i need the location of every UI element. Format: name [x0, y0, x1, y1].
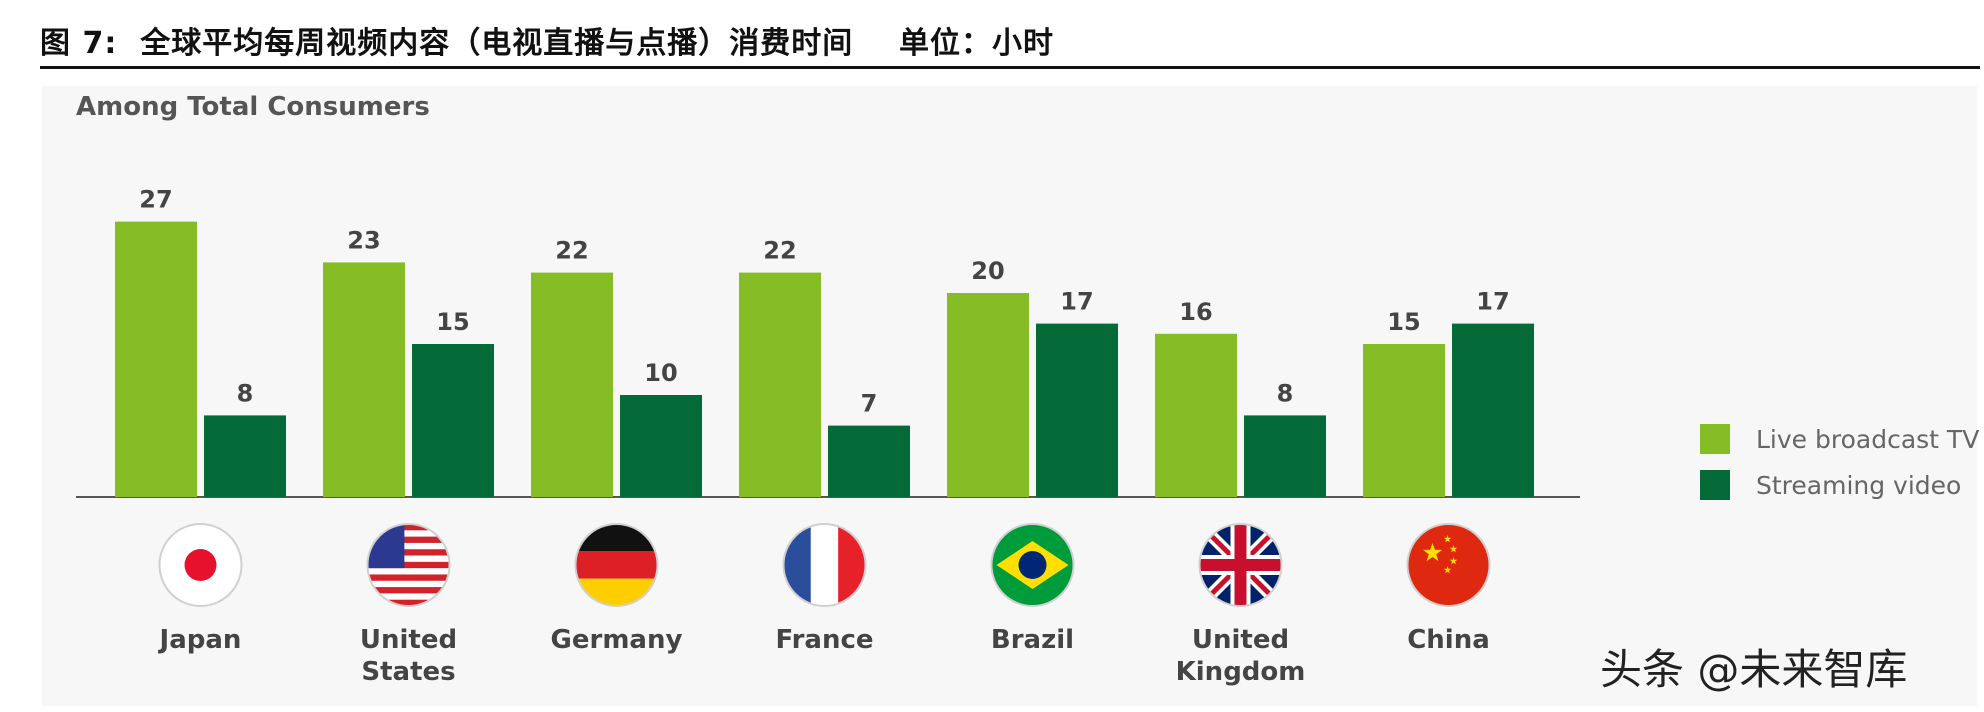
data-label-live-5: 16	[1179, 298, 1212, 326]
legend-label-streaming: Streaming video	[1756, 470, 1962, 500]
data-label-streaming-5: 8	[1277, 379, 1294, 407]
category-label-5: United Kingdom	[1176, 625, 1306, 687]
china-flag-icon	[1406, 523, 1491, 607]
data-label-streaming-6: 17	[1476, 288, 1509, 316]
data-label-live-6: 15	[1387, 308, 1420, 336]
category-label-0: Japan	[158, 625, 242, 655]
data-label-live-1: 23	[347, 226, 380, 254]
data-label-live-2: 22	[555, 237, 588, 265]
china-small-star-2	[1449, 545, 1458, 553]
brazil-flag-icon	[990, 523, 1075, 607]
data-label-streaming-4: 17	[1060, 288, 1093, 316]
bar-streaming-0	[204, 415, 286, 497]
category-label-1: United States	[360, 625, 457, 687]
bar-streaming-4	[1036, 323, 1118, 497]
usa-flag-icon	[366, 523, 451, 607]
bar-live-4	[947, 293, 1029, 497]
data-label-streaming-3: 7	[861, 390, 878, 418]
bar-streaming-1	[412, 344, 494, 497]
bar-streaming-6	[1452, 323, 1534, 497]
watermark: 头条 @未来智库	[1600, 645, 1908, 694]
data-label-live-4: 20	[971, 257, 1004, 285]
bar-live-5	[1155, 333, 1237, 497]
figure-title: 图 7: 全球平均每周视频内容（电视直播与点播）消费时间 单位：小时	[40, 26, 1054, 61]
data-label-streaming-0: 8	[237, 379, 254, 407]
legend-swatch-live	[1700, 424, 1730, 454]
china-small-star-3	[1449, 557, 1458, 565]
legend-label-live: Live broadcast TV	[1756, 424, 1980, 454]
data-label-live-3: 22	[763, 237, 796, 265]
chart-subtitle: Among Total Consumers	[76, 92, 430, 122]
france-flag-icon	[782, 523, 867, 607]
data-label-streaming-2: 10	[644, 359, 677, 387]
bar-streaming-2	[620, 395, 702, 497]
data-label-live-0: 27	[139, 186, 172, 214]
bar-streaming-3	[828, 425, 910, 497]
title-rule	[40, 66, 1980, 69]
data-label-streaming-1: 15	[436, 308, 469, 336]
legend-item-live: Live broadcast TV	[1700, 424, 1979, 454]
bar-live-1	[323, 262, 405, 497]
bar-live-2	[531, 272, 613, 497]
china-big-star	[1423, 543, 1442, 562]
legend-swatch-streaming	[1700, 470, 1730, 500]
germany-flag-icon	[574, 523, 659, 607]
category-label-2: Germany	[551, 625, 683, 655]
uk-flag-icon	[1198, 523, 1283, 607]
legend-item-streaming: Streaming video	[1700, 470, 1961, 500]
category-label-3: France	[775, 625, 873, 655]
japan-flag-icon	[158, 523, 243, 607]
category-label-4: Brazil	[991, 625, 1074, 655]
bar-live-3	[739, 272, 821, 497]
bar-live-6	[1363, 344, 1445, 497]
bar-streaming-5	[1244, 415, 1326, 497]
china-small-star-1	[1443, 535, 1452, 543]
china-small-star-4	[1443, 566, 1452, 574]
category-label-6: China	[1407, 625, 1490, 655]
bar-live-0	[115, 221, 197, 497]
